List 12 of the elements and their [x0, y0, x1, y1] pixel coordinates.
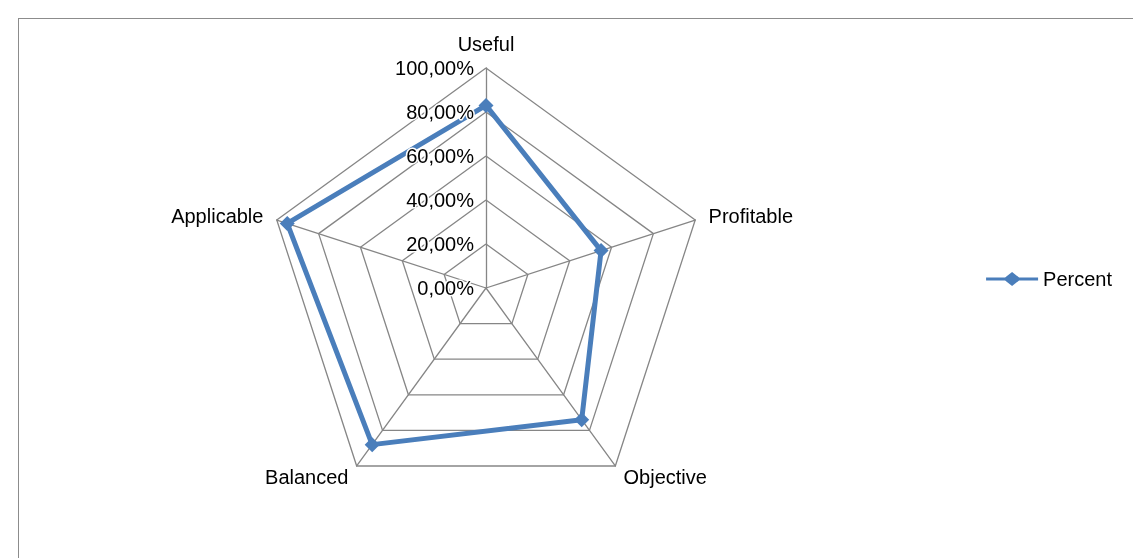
y-tick-label: 80,00%	[406, 101, 475, 123]
spoke-label: Objective	[623, 466, 707, 489]
spoke-label: Useful	[457, 33, 515, 55]
spoke-label: Balanced	[265, 466, 349, 489]
y-tick-label: 60,00%	[406, 145, 475, 167]
legend-label: Percent	[1043, 268, 1113, 290]
spoke-label: Profitable	[708, 204, 794, 227]
spoke-label: Applicable	[171, 204, 264, 227]
y-tick-label: 0,00%	[417, 277, 475, 299]
y-tick-label: 40,00%	[406, 189, 475, 211]
y-tick-label: 20,00%	[406, 233, 475, 255]
y-tick-label: 100,00%	[395, 57, 475, 79]
